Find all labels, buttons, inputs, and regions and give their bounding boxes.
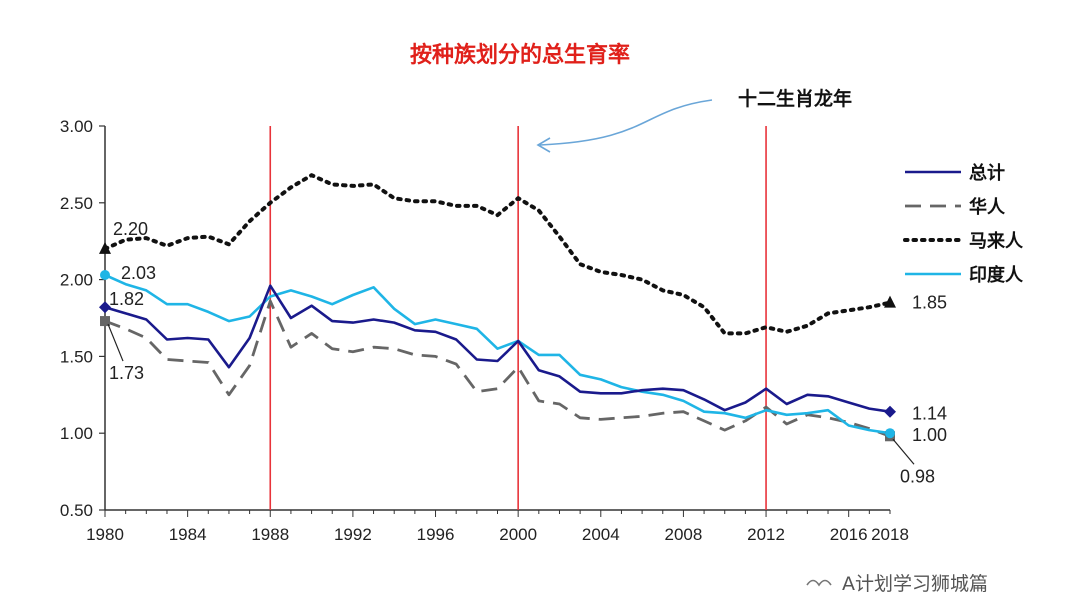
series-end-marker-2 — [884, 295, 896, 308]
series-start-marker-2 — [99, 241, 111, 254]
data-label-2-20: 2.20 — [113, 219, 148, 239]
series-start-marker-0 — [99, 301, 111, 314]
x-tick-label-2004: 2004 — [582, 525, 620, 544]
x-tick-label-2012: 2012 — [747, 525, 785, 544]
series-line-3 — [104, 273, 891, 435]
x-tick-label-1988: 1988 — [251, 525, 289, 544]
series-line-1 — [104, 299, 891, 438]
x-tick-label-2018: 2018 — [871, 525, 909, 544]
data-label-1-82: 1.82 — [109, 289, 144, 309]
data-label-1-85: 1.85 — [912, 293, 947, 313]
x-tick-label-1984: 1984 — [169, 525, 207, 544]
legend-label-1: 华人 — [969, 196, 1006, 218]
series-start-marker-3 — [100, 269, 110, 280]
chart-title: 按种族划分的总生育率 — [410, 42, 630, 68]
series-start-marker-1 — [100, 316, 110, 327]
data-label-1-14: 1.14 — [912, 404, 947, 424]
axes: 0.50 1.00 1.50 2.00 2.50 3.00 1980 1984 1988 1992… — [60, 117, 909, 544]
data-label-1-73: 1.73 — [109, 363, 144, 383]
y-tick-label-1-50: 1.50 — [60, 347, 93, 366]
x-tick-label-2016: 2016 — [830, 525, 868, 544]
data-label-0-98: 0.98 — [900, 466, 935, 486]
watermark-text: A计划学习狮城篇 — [842, 573, 988, 595]
data-label-2-03: 2.03 — [121, 263, 156, 283]
y-tick-label-2-00: 2.00 — [60, 271, 93, 290]
legend-label-0: 总计 — [969, 162, 1005, 184]
dragon-year-annotation: 十二生肖龙年 — [738, 87, 852, 110]
data-label-leader-1-73 — [107, 323, 124, 362]
y-tick-label-2-50: 2.50 — [60, 194, 93, 213]
wechat-icon — [806, 579, 832, 587]
annotation-arrowhead — [536, 137, 551, 153]
series-end-marker-0 — [884, 405, 896, 418]
y-tick-label-3-00: 3.00 — [60, 117, 93, 136]
x-tick-label-1996: 1996 — [417, 525, 455, 544]
series-line-2 — [103, 173, 892, 336]
data-label-1-00: 1.00 — [912, 425, 947, 445]
x-tick-label-2008: 2008 — [665, 525, 703, 544]
series-end-marker-3 — [885, 428, 895, 439]
data-label-leader-0-98 — [892, 438, 915, 465]
dragon-year-lines — [269, 126, 767, 510]
series-lines — [99, 173, 896, 442]
series-line-0 — [104, 284, 891, 413]
annotation-arrow — [539, 99, 713, 146]
legend-label-3: 印度人 — [969, 264, 1024, 286]
y-tick-label-1-00: 1.00 — [60, 424, 93, 443]
x-tick-label-1980: 1980 — [86, 525, 124, 544]
x-tick-label-1992: 1992 — [334, 525, 372, 544]
x-tick-label-2000: 2000 — [499, 525, 537, 544]
data-labels: 2.20 2.03 1.82 1.73 1.85 1.141.00 0.98 — [107, 219, 947, 486]
watermark: A计划学习狮城篇 — [806, 573, 988, 595]
legend-label-2: 马来人 — [969, 231, 1024, 252]
y-tick-label-0-50: 0.50 — [60, 501, 93, 520]
